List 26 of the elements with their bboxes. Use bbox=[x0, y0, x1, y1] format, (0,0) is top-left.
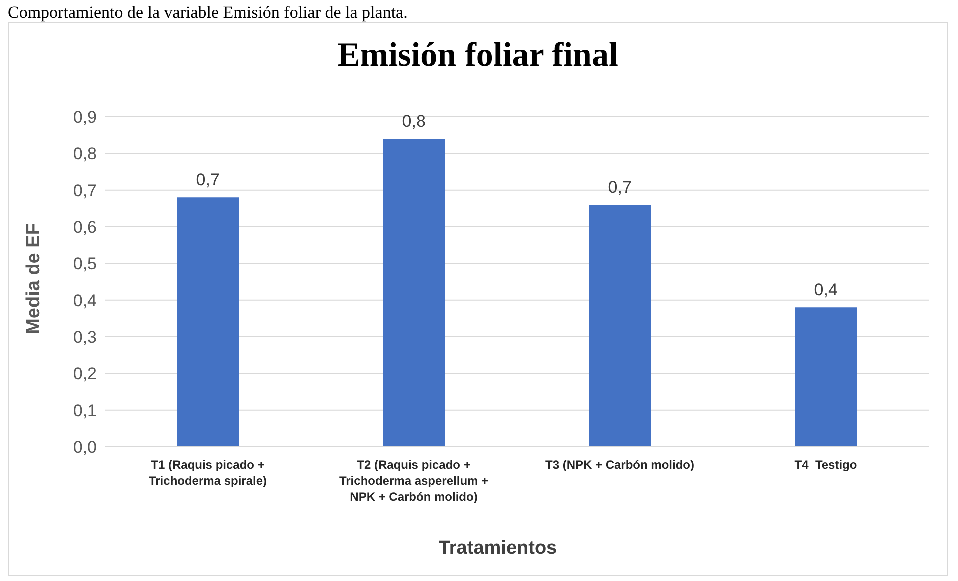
x-tick-label: T2 (Raquis picado + Trichoderma asperellum + NPK + Carbón molido) bbox=[339, 458, 489, 504]
y-axis-title: Media de EF bbox=[23, 224, 45, 334]
x-tick-label: T4_Testigo bbox=[794, 458, 858, 472]
chart-title: Emisión foliar final bbox=[336, 37, 620, 75]
y-tick-label: 0,1 bbox=[73, 401, 97, 420]
y-tick-label: 0,8 bbox=[73, 144, 97, 164]
data-label: 0,8 bbox=[402, 112, 426, 131]
data-label: 0,7 bbox=[608, 178, 632, 197]
y-tick-label: 0,9 bbox=[73, 108, 97, 128]
bar bbox=[177, 198, 240, 447]
x-axis-title: Tratamientos bbox=[438, 538, 558, 560]
x-tick-label: T1 (Raquis picado + Trichoderma spirale) bbox=[148, 458, 268, 488]
bar bbox=[383, 139, 446, 447]
y-tick-label: 0,7 bbox=[73, 181, 97, 200]
y-tick-label: 0,2 bbox=[73, 364, 97, 384]
data-label: 0,4 bbox=[814, 280, 838, 300]
y-tick-label: 0,6 bbox=[73, 218, 97, 238]
bar bbox=[795, 308, 858, 447]
bar bbox=[589, 205, 652, 447]
text: Comportamiento de la variable Emisión foliar de la planta. bbox=[8, 3, 409, 22]
data-label: 0,7 bbox=[196, 170, 220, 190]
x-tick-label: T3 (NPK + Carbón molido) bbox=[545, 458, 695, 472]
y-tick-label: 0,0 bbox=[73, 438, 97, 458]
y-tick-label: 0,5 bbox=[73, 254, 97, 274]
y-tick-label: 0,3 bbox=[73, 328, 97, 348]
y-tick-label: 0,4 bbox=[73, 291, 97, 310]
